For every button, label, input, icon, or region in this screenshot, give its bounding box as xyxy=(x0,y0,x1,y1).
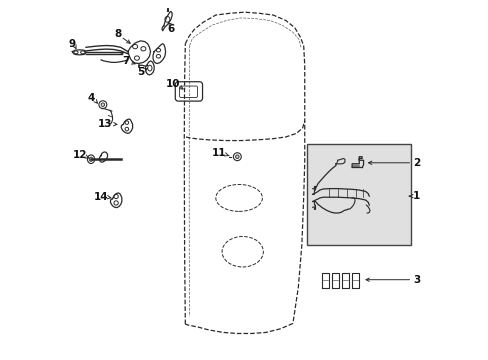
Text: 5: 5 xyxy=(137,67,144,77)
Ellipse shape xyxy=(235,155,239,158)
Ellipse shape xyxy=(87,155,94,163)
Text: 14: 14 xyxy=(94,192,108,202)
Ellipse shape xyxy=(101,103,104,107)
FancyBboxPatch shape xyxy=(175,82,202,101)
Ellipse shape xyxy=(89,157,93,161)
Text: 2: 2 xyxy=(412,158,419,168)
FancyBboxPatch shape xyxy=(179,86,197,98)
Text: 11: 11 xyxy=(212,148,226,158)
Bar xyxy=(306,144,410,244)
Text: 7: 7 xyxy=(122,56,130,66)
Text: 4: 4 xyxy=(87,93,95,103)
Ellipse shape xyxy=(99,101,106,109)
Text: 10: 10 xyxy=(166,79,181,89)
Ellipse shape xyxy=(233,153,241,161)
Text: 6: 6 xyxy=(167,24,175,34)
Text: 3: 3 xyxy=(412,275,419,285)
Text: 12: 12 xyxy=(73,150,87,160)
Text: 8: 8 xyxy=(114,30,122,39)
Text: 9: 9 xyxy=(68,39,75,49)
Text: 13: 13 xyxy=(98,119,112,129)
Text: 1: 1 xyxy=(412,191,419,201)
